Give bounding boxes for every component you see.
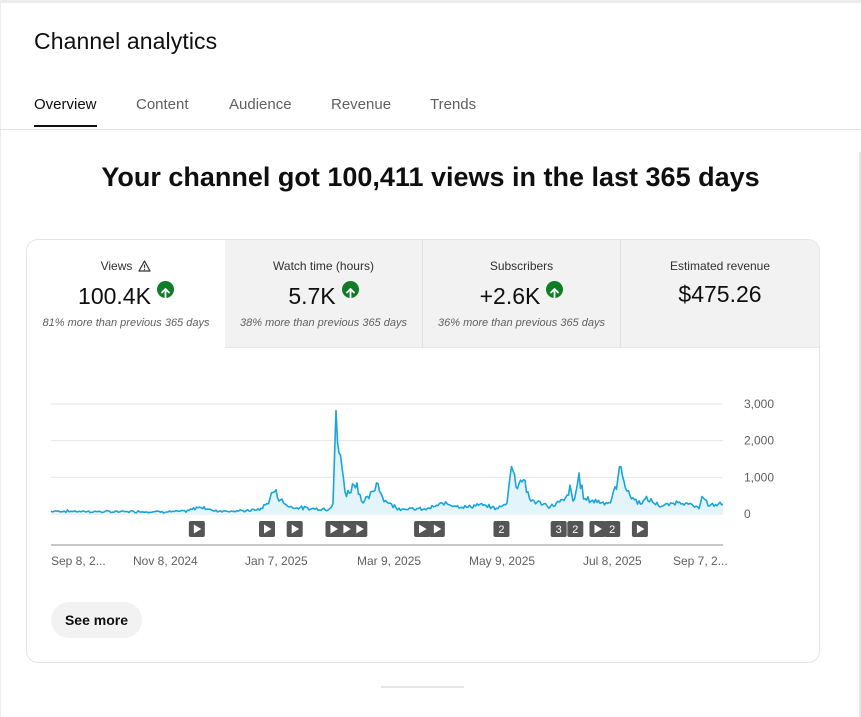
play-icon (636, 524, 645, 534)
play-icon (193, 524, 202, 534)
metric-subscribers-delta: 36% more than previous 365 days (438, 317, 605, 329)
video-marker[interactable] (414, 521, 431, 537)
x-tick-labels: Sep 8, 2... Nov 8, 2024 Jan 7, 2025 Mar 9, … (51, 554, 728, 568)
page-title: Channel analytics (34, 28, 218, 54)
video-marker[interactable]: 2 (567, 521, 584, 537)
metric-subscribers[interactable]: Subscribers +2.6K 36% more than previous… (423, 240, 621, 348)
trend-up-icon (156, 281, 174, 299)
video-marker-count: 2 (572, 524, 578, 536)
play-icon (291, 524, 300, 534)
tab-overview[interactable]: Overview (34, 96, 97, 127)
see-more-button[interactable]: See more (51, 602, 142, 638)
bottom-divider (381, 686, 464, 688)
metric-estimated-revenue[interactable]: Estimated revenue $475.26 (621, 240, 819, 348)
metric-revenue-value: $475.26 (678, 281, 762, 307)
tab-content[interactable]: Content (136, 96, 189, 113)
video-marker[interactable] (589, 521, 606, 537)
metric-views[interactable]: Views 100.4K 81% more than previous 365 … (27, 240, 225, 348)
metric-revenue-label: Estimated revenue (669, 259, 771, 273)
metric-watch-time[interactable]: Watch time (hours) 5.7K 38% more than pr… (225, 240, 423, 348)
video-marker-count: 3 (556, 524, 562, 536)
metric-watch-time-value: 5.7K (288, 283, 336, 309)
play-icon (419, 524, 427, 534)
play-icon (330, 524, 338, 534)
metric-views-value: 100.4K (78, 283, 151, 309)
metric-subscribers-value: +2.6K (479, 283, 541, 309)
views-area (51, 410, 723, 514)
video-marker[interactable] (351, 521, 368, 537)
tab-bar: Overview Content Audience Revenue Trends (0, 84, 861, 130)
video-marker[interactable] (188, 521, 205, 537)
video-marker-count: 2 (609, 524, 615, 536)
play-icon (433, 524, 442, 534)
tab-revenue[interactable]: Revenue (331, 96, 392, 113)
metric-watch-time-delta: 38% more than previous 365 days (240, 317, 407, 329)
top-border (0, 0, 861, 3)
x-tick-label: Nov 8, 2024 (133, 554, 198, 568)
video-marker[interactable] (259, 521, 275, 537)
video-marker[interactable]: 2 (604, 521, 621, 537)
views-line (50, 409, 724, 514)
y-tick-label: 2,000 (744, 434, 774, 448)
metric-views-label: Views (100, 259, 133, 273)
trend-up-icon (546, 281, 564, 299)
play-icon (356, 524, 364, 534)
video-marker[interactable] (325, 521, 342, 537)
y-tick-label: 3,000 (744, 397, 774, 411)
tab-audience[interactable]: Audience (229, 96, 292, 113)
play-icon (343, 524, 351, 534)
right-scroll-edge (859, 152, 861, 717)
x-tick-label: Mar 9, 2025 (357, 554, 421, 568)
metric-views-delta: 81% more than previous 365 days (42, 317, 210, 329)
metric-watch-time-label: Watch time (hours) (273, 259, 374, 273)
x-tick-label: Jan 7, 2025 (245, 554, 308, 568)
video-marker[interactable] (631, 521, 648, 537)
summary-headline: Your channel got 100,411 views in the la… (101, 162, 760, 192)
video-marker[interactable]: 3 (550, 521, 567, 537)
video-marker[interactable] (428, 521, 445, 537)
tab-trends[interactable]: Trends (430, 96, 477, 113)
play-icon (594, 524, 602, 534)
video-marker-count: 2 (498, 524, 504, 536)
x-tick-label: Sep 7, 2... (673, 554, 728, 568)
play-icon (264, 524, 272, 534)
metric-subscribers-label: Subscribers (489, 259, 554, 273)
x-tick-label: May 9, 2025 (469, 554, 535, 568)
y-tick-labels: 3,000 2,000 1,000 0 (744, 397, 774, 521)
x-tick-label: Jul 8, 2025 (583, 554, 642, 568)
x-tick-label: Sep 8, 2... (51, 554, 106, 568)
video-marker[interactable] (286, 521, 303, 537)
warning-icon[interactable] (138, 260, 151, 275)
trend-up-icon (341, 281, 359, 299)
left-border (0, 3, 1, 717)
y-tick-label: 1,000 (744, 470, 774, 484)
video-marker[interactable] (338, 521, 355, 537)
y-tick-label: 0 (744, 507, 751, 521)
video-marker[interactable]: 2 (493, 521, 510, 537)
